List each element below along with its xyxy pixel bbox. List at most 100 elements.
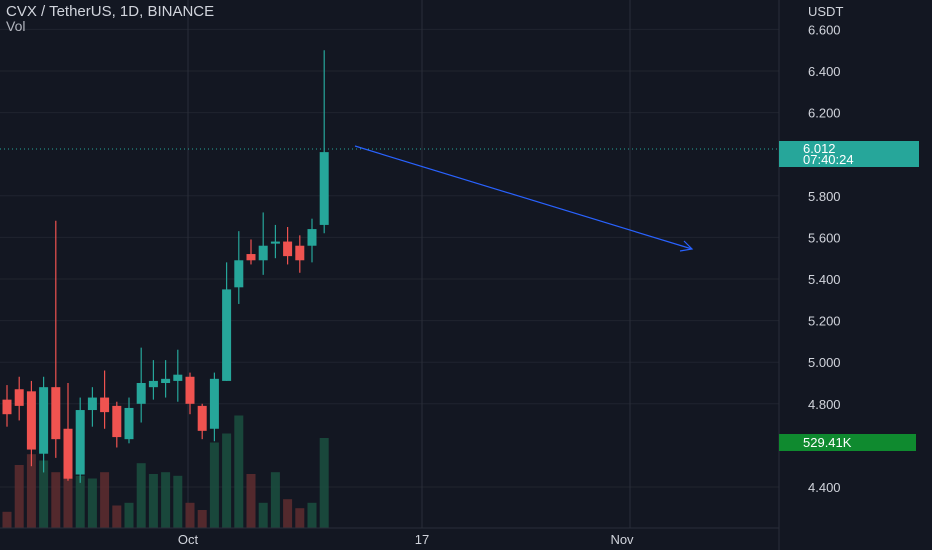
- candle-body: [51, 387, 61, 440]
- candle: [283, 227, 293, 265]
- volume-bar: [124, 502, 134, 528]
- price-axis-currency: USDT: [808, 4, 844, 19]
- volume-bar: [295, 508, 305, 528]
- candle-body: [2, 399, 12, 415]
- candle: [148, 360, 158, 400]
- volume-bar: [222, 433, 232, 528]
- price-tick-label: 4.800: [808, 397, 841, 412]
- symbol-title[interactable]: CVX / TetherUS, 1D, BINANCE: [6, 3, 215, 20]
- last-price-badge: 6.012 07:40:24: [779, 141, 919, 167]
- candle-body: [75, 410, 85, 475]
- price-tick-label: 6.200: [808, 106, 841, 121]
- candles: [2, 50, 329, 483]
- candle-body: [148, 380, 158, 388]
- volume-bar: [185, 502, 195, 528]
- volume-bar: [100, 472, 110, 528]
- candle-body: [222, 289, 232, 381]
- candle-body: [209, 378, 219, 429]
- candle: [173, 349, 183, 402]
- volume-bar: [39, 460, 49, 528]
- candle: [161, 360, 171, 398]
- bar-countdown: 07:40:24: [803, 152, 854, 167]
- time-tick-label: 17: [415, 532, 429, 547]
- candle: [246, 239, 256, 265]
- candle-body: [136, 383, 146, 404]
- candle-body: [14, 389, 24, 406]
- price-axis[interactable]: 6.600 6.400 6.200 5.800 5.600 5.400 5.200 5.000…: [808, 22, 841, 495]
- candle: [2, 385, 12, 427]
- candle-body: [307, 229, 317, 246]
- candle: [319, 50, 329, 234]
- candle: [197, 403, 207, 440]
- volume-bar: [197, 510, 207, 528]
- price-tick-label: 5.200: [808, 314, 841, 329]
- candle: [258, 212, 268, 275]
- volume-value: 529.41K: [803, 435, 852, 450]
- volume-bar: [173, 475, 183, 528]
- candle-body: [63, 428, 73, 479]
- candle: [136, 347, 146, 423]
- candle: [124, 397, 134, 444]
- trend-arrow-drawing[interactable]: [354, 145, 694, 252]
- volume-bar: [258, 502, 268, 528]
- candle: [209, 372, 219, 442]
- candle-body: [283, 241, 293, 257]
- volume-bar: [209, 442, 219, 528]
- price-tick-label: 5.000: [808, 355, 841, 370]
- volume-bar: [87, 478, 97, 528]
- candle: [295, 235, 305, 273]
- price-tick-label: 5.800: [808, 189, 841, 204]
- trend-arrow-line[interactable]: [354, 145, 693, 250]
- candle: [87, 387, 97, 427]
- candle: [14, 376, 24, 421]
- candle: [112, 401, 122, 448]
- price-tick-label: 6.600: [808, 22, 841, 37]
- volume-bar: [307, 502, 317, 528]
- volume-bar: [75, 475, 85, 528]
- candle-body: [39, 387, 49, 454]
- candle: [75, 397, 85, 483]
- candle: [63, 383, 73, 481]
- time-axis[interactable]: Oct 17 Nov: [178, 532, 634, 547]
- volume-bar: [112, 505, 122, 528]
- candle-body: [197, 405, 207, 431]
- volume-bar: [283, 499, 293, 528]
- volume-bar: [234, 415, 244, 528]
- price-tick-label: 6.400: [808, 64, 841, 79]
- candle: [26, 380, 36, 467]
- candle-body: [161, 378, 171, 383]
- candle-body: [173, 374, 183, 381]
- volume-bar: [246, 474, 256, 528]
- trend-arrow-head: [679, 240, 694, 252]
- candle: [234, 231, 244, 304]
- volume-bar: [63, 474, 73, 528]
- candle: [51, 220, 61, 458]
- candle-body: [295, 245, 305, 261]
- volume-bar: [270, 472, 280, 528]
- candle: [185, 372, 195, 415]
- grid: [0, 0, 779, 528]
- candle-body: [258, 245, 268, 261]
- price-tick-label: 5.600: [808, 230, 841, 245]
- candle-body: [26, 391, 36, 450]
- volume-bar: [2, 511, 12, 528]
- time-tick-label: Oct: [178, 532, 199, 547]
- volume-bar: [148, 474, 158, 528]
- volume-bar: [136, 463, 146, 528]
- price-tick-label: 4.400: [808, 480, 841, 495]
- volume-bar: [161, 472, 171, 528]
- volume-badge: 529.41K: [779, 434, 916, 451]
- volume-bar: [26, 454, 36, 528]
- candle-body: [234, 260, 244, 288]
- volume-bars: [2, 415, 329, 528]
- volume-bar: [319, 438, 329, 528]
- volume-indicator-label[interactable]: Vol: [6, 18, 26, 34]
- price-tick-label: 5.400: [808, 272, 841, 287]
- candle-body: [270, 241, 280, 244]
- last-price-value: 6.012: [803, 141, 836, 156]
- candle-body: [100, 397, 110, 413]
- candle: [39, 376, 49, 473]
- candle-body: [87, 397, 97, 411]
- candle: [270, 224, 280, 259]
